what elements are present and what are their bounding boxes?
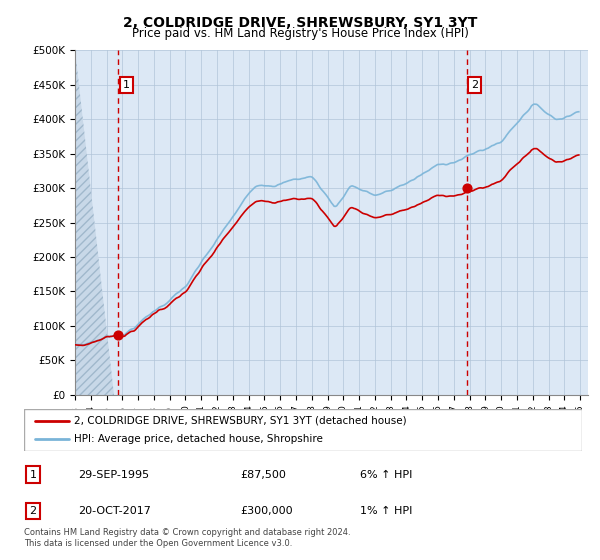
Text: 29-SEP-1995: 29-SEP-1995 [78,470,149,479]
Text: 2, COLDRIDGE DRIVE, SHREWSBURY, SY1 3YT: 2, COLDRIDGE DRIVE, SHREWSBURY, SY1 3YT [123,16,477,30]
Text: 2: 2 [29,506,37,516]
Text: 20-OCT-2017: 20-OCT-2017 [78,506,151,516]
Text: 1% ↑ HPI: 1% ↑ HPI [360,506,412,516]
Text: 1: 1 [29,470,37,479]
Text: Contains HM Land Registry data © Crown copyright and database right 2024.
This d: Contains HM Land Registry data © Crown c… [24,528,350,548]
Text: Price paid vs. HM Land Registry's House Price Index (HPI): Price paid vs. HM Land Registry's House … [131,27,469,40]
Text: £87,500: £87,500 [240,470,286,479]
Polygon shape [75,50,115,395]
Text: 1: 1 [123,80,130,90]
Text: 2, COLDRIDGE DRIVE, SHREWSBURY, SY1 3YT (detached house): 2, COLDRIDGE DRIVE, SHREWSBURY, SY1 3YT … [74,416,407,426]
Point [113,330,123,339]
Text: HPI: Average price, detached house, Shropshire: HPI: Average price, detached house, Shro… [74,434,323,444]
Text: 2: 2 [471,80,478,90]
Text: 6% ↑ HPI: 6% ↑ HPI [360,470,412,479]
Point [462,184,472,193]
Text: £300,000: £300,000 [240,506,293,516]
